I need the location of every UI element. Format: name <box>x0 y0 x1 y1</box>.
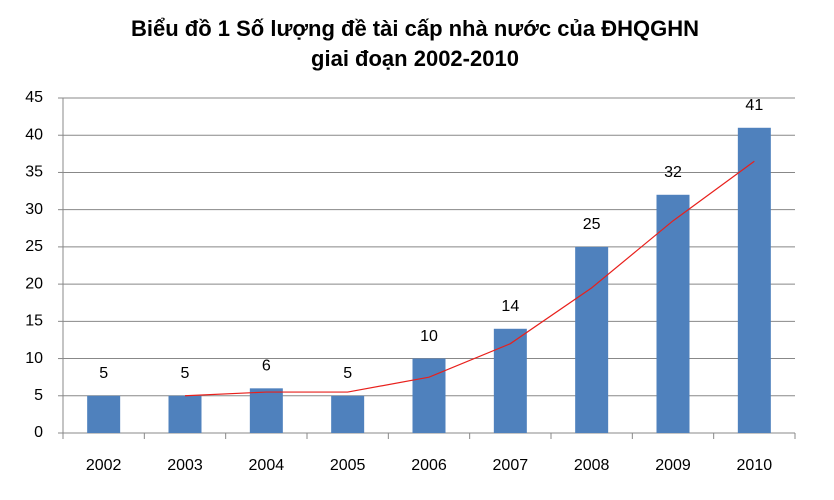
x-tick-label: 2008 <box>574 457 610 474</box>
bar <box>493 328 527 433</box>
x-tick-label: 2005 <box>330 457 366 474</box>
bar <box>737 127 771 434</box>
y-tick-label: 30 <box>25 201 43 218</box>
y-tick-label: 40 <box>25 126 43 143</box>
bar <box>412 358 446 433</box>
data-label: 6 <box>262 358 271 375</box>
bar <box>87 395 121 433</box>
data-label: 5 <box>343 365 352 382</box>
data-label: 25 <box>583 216 601 233</box>
chart-title: Biểu đồ 1 Số lượng đề tài cấp nhà nước c… <box>131 16 699 41</box>
x-tick-label: 2007 <box>493 457 529 474</box>
data-label: 10 <box>420 328 438 345</box>
x-tick-label: 2006 <box>411 457 447 474</box>
y-tick-label: 10 <box>25 350 43 367</box>
y-tick-label: 20 <box>25 275 43 292</box>
data-label: 32 <box>664 164 682 181</box>
x-tick-label: 2003 <box>167 457 203 474</box>
y-tick-label: 45 <box>25 89 43 106</box>
bar <box>249 388 283 433</box>
y-tick-label: 5 <box>34 387 43 404</box>
x-tick-label: 2009 <box>655 457 691 474</box>
data-label: 41 <box>745 97 763 114</box>
y-tick-label: 35 <box>25 164 43 181</box>
y-tick-label: 0 <box>34 424 43 441</box>
data-label: 14 <box>501 298 519 315</box>
chart-title: giai đoạn 2002-2010 <box>311 46 519 71</box>
x-tick-label: 2004 <box>249 457 285 474</box>
x-tick-label: 2002 <box>86 457 122 474</box>
y-tick-label: 25 <box>25 238 43 255</box>
x-tick-label: 2010 <box>737 457 773 474</box>
bar <box>168 395 202 433</box>
bar <box>331 395 365 433</box>
data-label: 5 <box>99 365 108 382</box>
bar <box>575 246 609 433</box>
y-tick-label: 15 <box>25 313 43 330</box>
bar <box>656 194 690 433</box>
trend-line <box>184 160 755 397</box>
data-label: 5 <box>181 365 190 382</box>
